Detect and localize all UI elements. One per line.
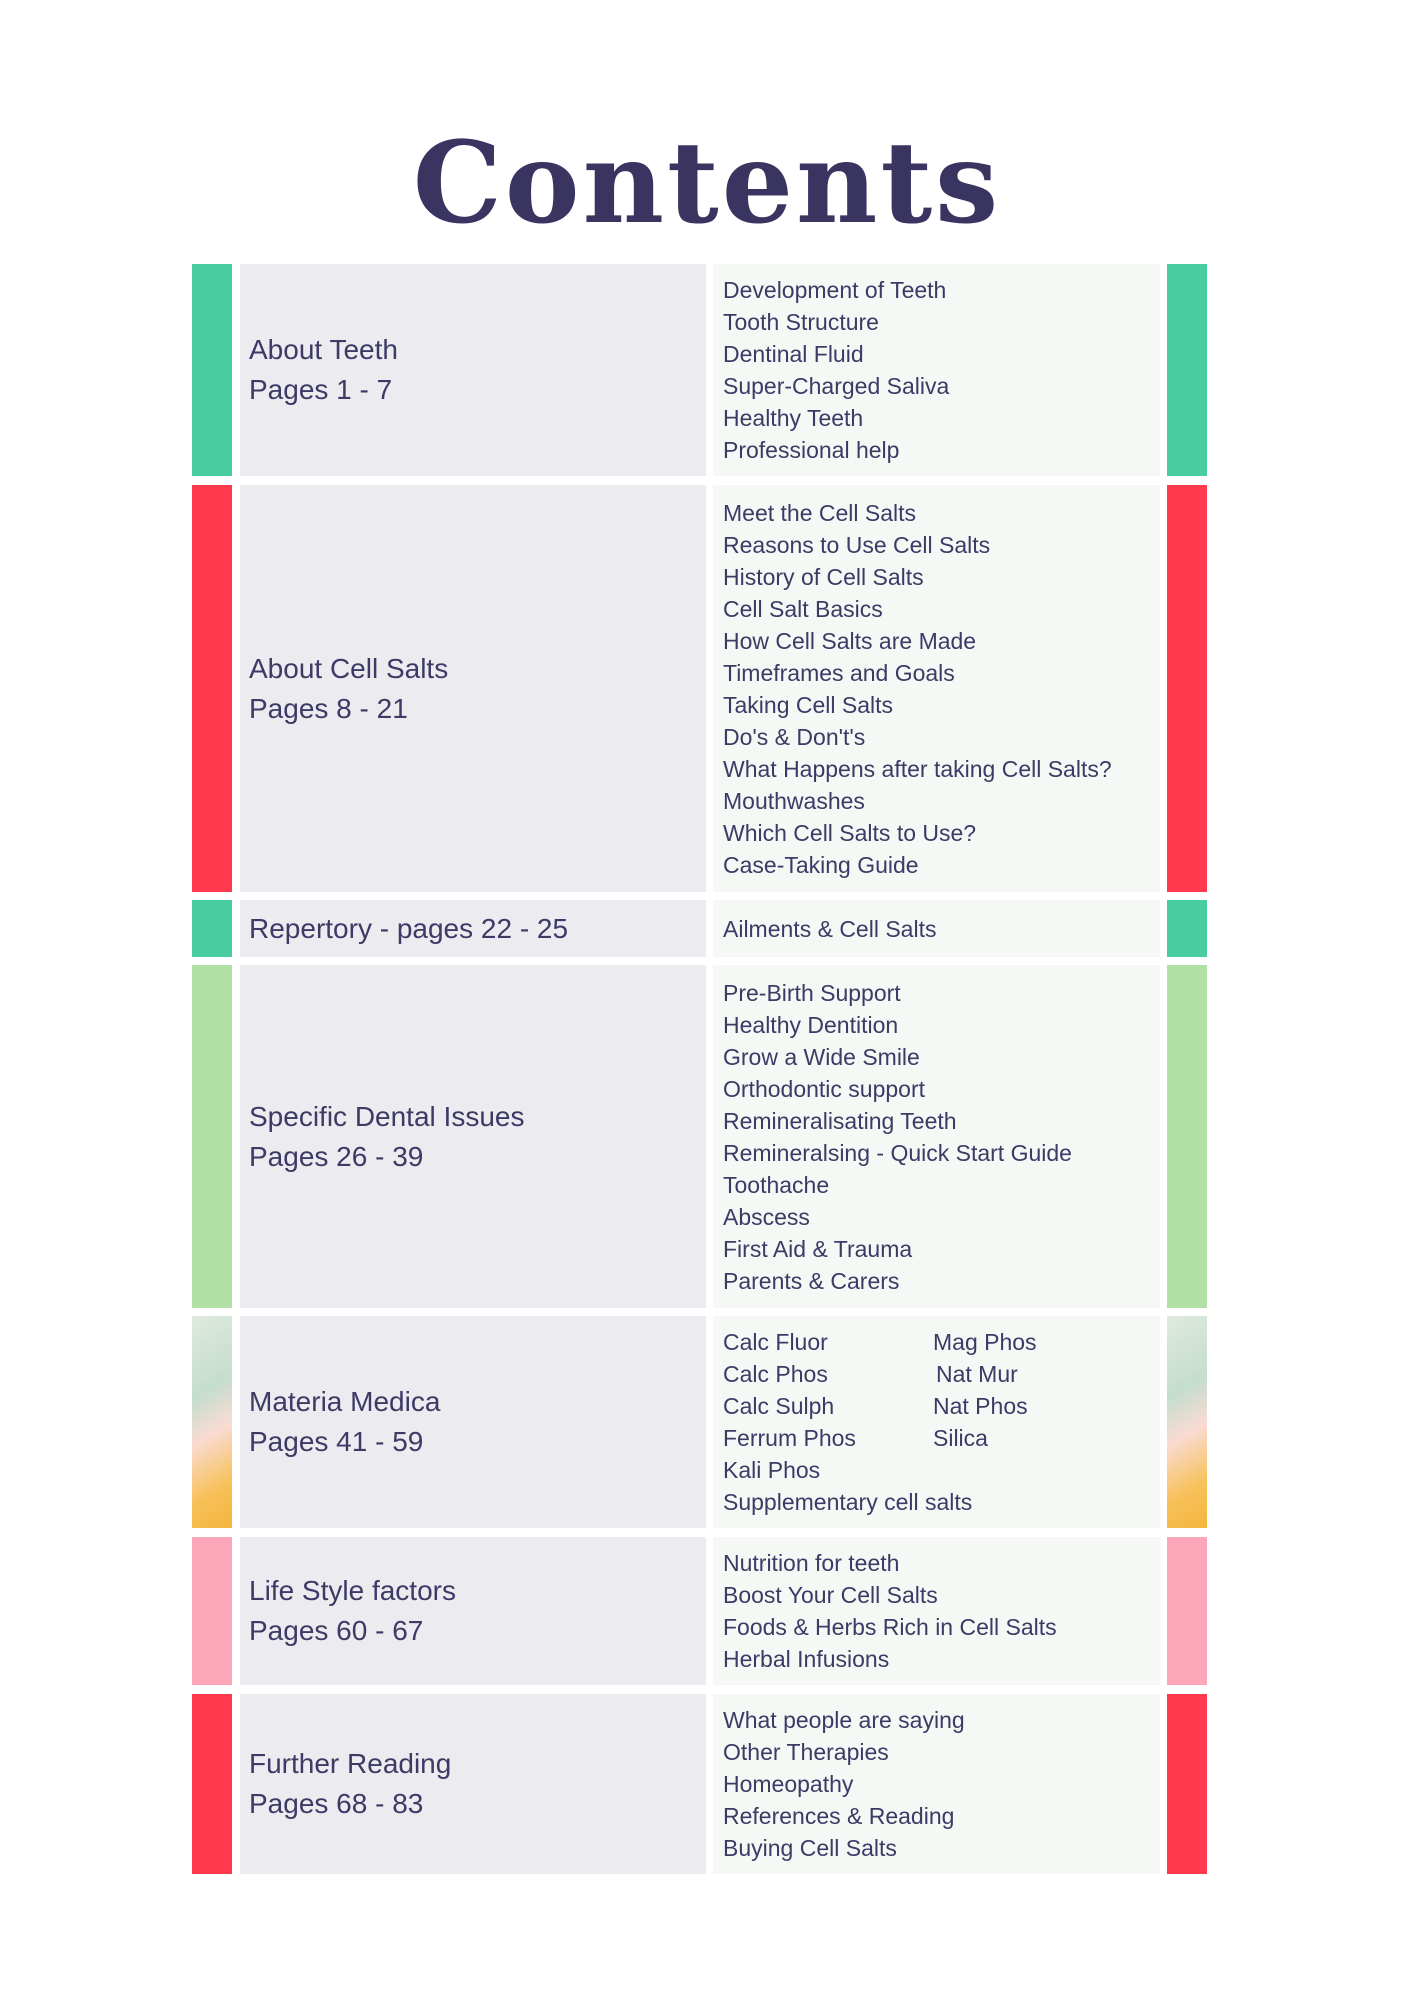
section-label: Specific Dental Issues Pages 26 - 39 <box>240 965 706 1308</box>
section-title: Further Reading <box>249 1748 452 1779</box>
section-pages: Pages 8 - 21 <box>249 692 408 724</box>
section-title: Materia Medica <box>249 1386 441 1417</box>
list-item: Ailments & Cell Salts <box>723 915 937 942</box>
list-item: How Cell Salts are Made <box>723 627 977 654</box>
list-item: Buying Cell Salts <box>723 1835 897 1861</box>
list-item: Nat Phos <box>933 1393 1028 1419</box>
list-item: What people are saying <box>723 1707 965 1733</box>
list-item: Mouthwashes <box>723 787 865 814</box>
list-item: Parents & Carers <box>723 1267 900 1294</box>
list-item: Healthy Dentition <box>723 1011 899 1038</box>
list-item: Grow a Wide Smile <box>723 1043 920 1070</box>
section-label: Life Style factors Pages 60 - 67 <box>240 1537 706 1685</box>
list-item: What Happens after taking Cell Salts? <box>723 755 1112 782</box>
list-item: Reasons to Use Cell Salts <box>723 531 991 558</box>
section-life-style-factors: Life Style factors Pages 60 - 67 Nutriti… <box>0 1537 1414 1685</box>
section-further-reading: Further Reading Pages 68 - 83 What peopl… <box>0 1694 1414 1874</box>
list-item: Dentinal Fluid <box>723 341 864 367</box>
list-item: Foods & Herbs Rich in Cell Salts <box>723 1614 1057 1640</box>
list-item: Cell Salt Basics <box>723 595 883 622</box>
list-item: Nutrition for teeth <box>723 1550 900 1576</box>
section-color-bar-right <box>1167 485 1207 892</box>
list-item: Silica <box>933 1425 988 1451</box>
section-pages: Pages 26 - 39 <box>249 1140 424 1172</box>
section-color-bar-left <box>192 900 232 957</box>
section-pages: Pages 41 - 59 <box>249 1426 424 1457</box>
list-item: Calc Sulph <box>723 1393 835 1419</box>
section-color-bar-right <box>1167 1694 1207 1874</box>
list-item: Do's & Don't's <box>723 723 866 750</box>
list-item: Other Therapies <box>723 1739 889 1765</box>
section-label: About Cell Salts Pages 8 - 21 <box>240 485 706 892</box>
section-title: Life Style factors <box>249 1575 456 1606</box>
section-materia-medica: Materia Medica Pages 41 - 59 Calc Fluor … <box>0 1316 1414 1528</box>
section-pages: Pages 68 - 83 <box>249 1788 424 1819</box>
list-item: Toothache <box>723 1171 830 1198</box>
list-item: Mag Phos <box>933 1329 1037 1355</box>
list-item: Development of Teeth <box>723 277 947 303</box>
section-title: Repertory - pages 22 - 25 <box>249 912 569 944</box>
list-item: Remineralisating Teeth <box>723 1107 957 1134</box>
section-title: Specific Dental Issues <box>249 1100 525 1132</box>
list-item: Kali Phos <box>723 1457 821 1483</box>
section-about-cell-salts: About Cell Salts Pages 8 - 21 Meet the C… <box>0 485 1414 892</box>
section-color-bar-right <box>1167 965 1207 1308</box>
section-title: About Cell Salts <box>249 652 449 684</box>
section-label: Repertory - pages 22 - 25 <box>240 900 706 957</box>
section-items: What people are saying Other Therapies H… <box>713 1694 1160 1874</box>
page-title: Contents <box>412 118 1002 249</box>
section-color-bar-right <box>1167 1316 1207 1528</box>
section-title: About Teeth <box>249 334 398 365</box>
list-item: Timeframes and Goals <box>723 659 955 686</box>
section-items: Pre-Birth Support Healthy Dentition Grow… <box>713 965 1160 1308</box>
list-item: History of Cell Salts <box>723 563 924 590</box>
section-color-bar-left <box>192 1694 232 1874</box>
list-item: First Aid & Trauma <box>723 1235 913 1262</box>
section-label: Materia Medica Pages 41 - 59 <box>240 1316 706 1528</box>
list-item: Homeopathy <box>723 1771 854 1797</box>
section-color-bar-left <box>192 1316 232 1528</box>
section-specific-dental-issues: Specific Dental Issues Pages 26 - 39 Pre… <box>0 965 1414 1308</box>
section-color-bar-right <box>1167 900 1207 957</box>
list-item: Pre-Birth Support <box>723 979 901 1006</box>
section-color-bar-left <box>192 965 232 1308</box>
section-label: Further Reading Pages 68 - 83 <box>240 1694 706 1874</box>
list-item: Meet the Cell Salts <box>723 499 917 526</box>
section-pages: Pages 60 - 67 <box>249 1615 424 1646</box>
list-item: Herbal Infusions <box>723 1646 890 1672</box>
section-items: Calc Fluor Mag Phos Calc Phos Nat Mur Ca… <box>713 1316 1160 1528</box>
list-item: Tooth Structure <box>723 309 879 335</box>
list-item: Super-Charged Saliva <box>723 373 950 399</box>
section-items: Meet the Cell Salts Reasons to Use Cell … <box>713 485 1160 892</box>
section-color-bar-right <box>1167 264 1207 476</box>
section-pages: Pages 1 - 7 <box>249 374 393 405</box>
section-items: Nutrition for teeth Boost Your Cell Salt… <box>713 1537 1160 1685</box>
list-item: Taking Cell Salts <box>723 691 894 718</box>
section-repertory: Repertory - pages 22 - 25 Ailments & Cel… <box>0 900 1414 957</box>
section-items: Ailments & Cell Salts <box>713 900 1160 957</box>
section-color-bar-left <box>192 485 232 892</box>
list-item: Nat Mur <box>936 1361 1018 1387</box>
list-item: Calc Fluor <box>723 1329 828 1355</box>
section-color-bar-right <box>1167 1537 1207 1685</box>
list-item: Healthy Teeth <box>723 405 864 431</box>
section-label: About Teeth Pages 1 - 7 <box>240 264 706 476</box>
list-item: Orthodontic support <box>723 1075 926 1102</box>
list-item: Which Cell Salts to Use? <box>723 819 977 846</box>
section-color-bar-left <box>192 264 232 476</box>
list-item: Supplementary cell salts <box>723 1489 973 1515</box>
section-color-bar-left <box>192 1537 232 1685</box>
list-item: Remineralsing - Quick Start Guide <box>723 1139 1072 1166</box>
list-item: References & Reading <box>723 1803 955 1829</box>
list-item: Ferrum Phos <box>723 1425 856 1451</box>
list-item: Boost Your Cell Salts <box>723 1582 938 1608</box>
section-about-teeth: About Teeth Pages 1 - 7 Development of T… <box>0 264 1414 476</box>
section-items: Development of Teeth Tooth Structure Den… <box>713 264 1160 476</box>
list-item: Professional help <box>723 437 900 463</box>
list-item: Abscess <box>723 1203 810 1230</box>
list-item: Case-Taking Guide <box>723 851 919 878</box>
cell-salt-grid: Calc Fluor Mag Phos Calc Phos Nat Mur Ca… <box>723 1326 1160 1454</box>
list-item: Calc Phos <box>723 1361 828 1387</box>
